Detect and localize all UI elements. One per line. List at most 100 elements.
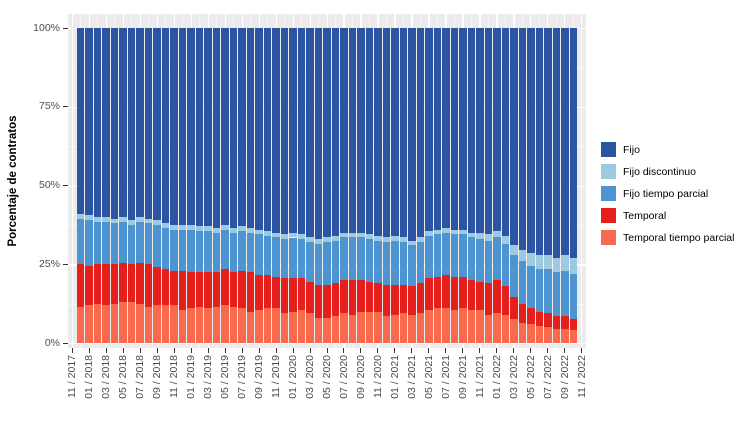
bar-segment [527, 253, 535, 266]
bar-segment [255, 28, 263, 230]
x-axis-tick [513, 348, 515, 353]
legend-label: Temporal [623, 209, 667, 222]
bar-segment [246, 272, 255, 312]
x-axis-tick [122, 348, 124, 353]
bar-segment [77, 218, 85, 265]
legend-swatch [601, 208, 616, 223]
bar-segment [501, 286, 510, 315]
bar-segment [399, 242, 408, 285]
bar-segment [119, 221, 127, 263]
bar-segment [357, 280, 365, 312]
bar-segment [170, 224, 178, 230]
bar-segment [425, 235, 433, 279]
bar-segment [331, 235, 340, 241]
bar-segment [255, 229, 263, 235]
bar-segment [476, 309, 484, 343]
bar-segment [510, 28, 518, 246]
bar-segment [314, 28, 323, 240]
bar-segment [289, 232, 297, 238]
bar-segment [476, 281, 484, 310]
bar-segment [306, 28, 314, 238]
bar-segment [535, 254, 544, 269]
bar-segment [246, 232, 255, 273]
bar-segment [365, 28, 374, 235]
legend-label: Fijo discontinuo [623, 165, 696, 178]
bar-segment [552, 328, 560, 343]
x-axis-tick [394, 348, 396, 353]
x-axis-label: 11 / 2018 [168, 355, 181, 399]
x-axis-tick [530, 348, 532, 353]
bar-segment [493, 313, 501, 343]
bar-segment [102, 305, 110, 343]
bar-segment [127, 220, 136, 225]
x-axis-label: 03 / 2022 [507, 355, 520, 399]
bar-segment [476, 232, 484, 240]
x-axis-tick [547, 348, 549, 353]
legend-item: Fijo [601, 142, 734, 157]
legend-swatch [601, 186, 616, 201]
bar-segment [161, 223, 170, 229]
bar-segment [187, 308, 195, 343]
x-axis-tick [173, 348, 175, 353]
bar-segment [374, 311, 382, 343]
bar-segment [544, 28, 552, 255]
bar-segment [110, 218, 119, 224]
bar-segment [263, 275, 272, 309]
bar-segment [212, 272, 221, 307]
x-axis-tick [496, 348, 498, 353]
bar-segment [391, 240, 399, 285]
bar-segment [467, 280, 476, 310]
bar-segment [365, 239, 374, 282]
bar-segment [535, 268, 544, 312]
bar-segment [527, 324, 535, 343]
bar-segment [561, 316, 569, 329]
x-axis-tick [564, 348, 566, 353]
bar-segment [195, 306, 204, 343]
bar-segment [433, 276, 442, 309]
bar-segment [187, 272, 195, 309]
bar-segment [433, 229, 442, 235]
x-axis-label: 09 / 2020 [354, 355, 367, 399]
bar-segment [153, 267, 161, 306]
bar-segment [229, 28, 238, 229]
bar-segment [510, 245, 518, 255]
bar-segment [450, 309, 459, 343]
bar-segment [450, 234, 459, 277]
bar-segment [442, 275, 450, 309]
bar-segment [467, 237, 476, 280]
bar-segment [561, 328, 569, 343]
gridline-vertical [71, 14, 73, 348]
bar-segment [408, 286, 416, 315]
bar-segment [323, 242, 331, 285]
bar-segment [263, 231, 272, 236]
bar-segment [77, 28, 85, 214]
bar-segment [340, 232, 348, 238]
bar-segment [246, 311, 255, 343]
bar-segment [569, 273, 577, 320]
x-axis-tick [462, 348, 464, 353]
bar-segment [493, 28, 501, 232]
bar-segment [306, 281, 314, 314]
x-axis-tick [309, 348, 311, 353]
bar-segment [425, 28, 433, 232]
bar-segment [238, 226, 246, 232]
bar-segment [229, 232, 238, 273]
bar-segment [238, 28, 246, 227]
x-axis-label: 07 / 2019 [236, 355, 249, 399]
bar-segment [93, 221, 102, 265]
bar-segment [272, 28, 280, 233]
bar-segment [425, 231, 433, 236]
x-axis-label: 07 / 2021 [439, 355, 452, 399]
x-axis-label: 09 / 2022 [558, 355, 571, 399]
bar-segment [212, 228, 221, 233]
bar-segment [280, 28, 289, 235]
x-axis-label: 05 / 2018 [117, 355, 130, 399]
x-axis-tick [428, 348, 430, 353]
bar-segment [518, 303, 527, 323]
bar-segment [77, 213, 85, 219]
bar-segment [144, 28, 153, 219]
x-axis-label: 01 / 2022 [490, 355, 503, 399]
bar-segment [127, 28, 136, 221]
bar-segment [170, 305, 178, 343]
bar-segment [127, 224, 136, 265]
